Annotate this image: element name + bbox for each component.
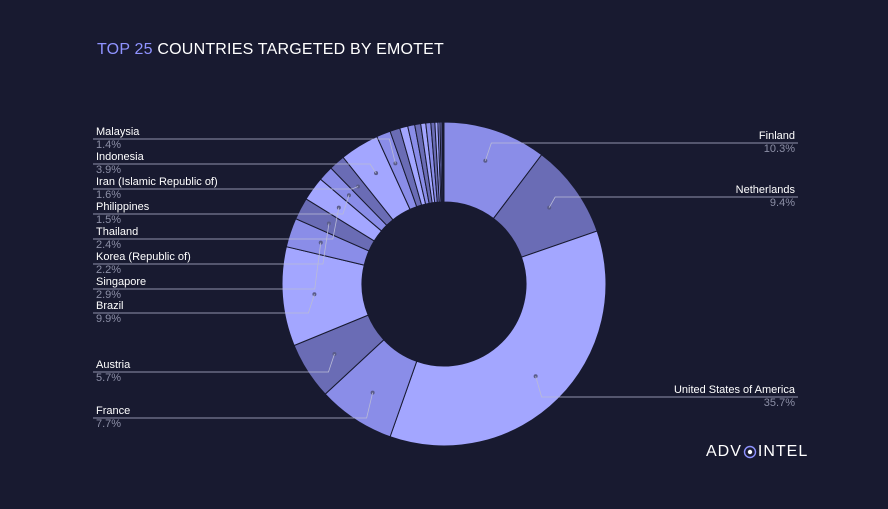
label-name-singapore: Singapore [96, 276, 146, 288]
label-value-france: 7.7% [96, 418, 121, 430]
chart-title-accent: TOP 25 [97, 41, 153, 58]
leader-line-philippines [93, 195, 350, 215]
label-value-united-states-of-america: 35.7% [764, 397, 795, 409]
label-value-netherlands: 9.4% [770, 197, 795, 209]
label-name-france: France [96, 405, 130, 417]
label-name-malaysia: Malaysia [96, 126, 140, 138]
label-value-finland: 10.3% [764, 143, 795, 155]
logo-text-left: ADV [706, 443, 742, 460]
label-value-malaysia: 1.4% [96, 139, 121, 151]
label-value-philippines: 1.5% [96, 214, 121, 226]
label-value-austria: 5.7% [96, 372, 121, 384]
advintel-logo: ADV INTEL [706, 443, 808, 461]
label-name-finland: Finland [759, 130, 795, 142]
leader-line-korea-republic-of [93, 223, 330, 265]
label-name-korea-republic-of: Korea (Republic of) [96, 251, 191, 263]
label-name-netherlands: Netherlands [736, 184, 796, 196]
label-name-thailand: Thailand [96, 226, 138, 238]
logo-text-right: INTEL [757, 443, 809, 460]
leader-line-finland [484, 142, 798, 161]
slice-minor-24[interactable] [442, 121, 445, 203]
leader-line-austria [93, 353, 335, 373]
leader-line-iran-islamic-republic-of [93, 186, 359, 190]
label-value-iran-islamic-republic-of: 1.6% [96, 189, 121, 201]
chart-title: TOP 25 COUNTRIES TARGETED BY EMOTET [97, 41, 444, 59]
label-value-korea-republic-of: 2.2% [96, 264, 121, 276]
label-value-singapore: 2.9% [96, 289, 121, 301]
slice-united-states-of-america[interactable] [389, 230, 607, 447]
leader-lines [93, 138, 798, 419]
label-value-thailand: 2.4% [96, 239, 121, 251]
leader-line-malaysia [93, 138, 396, 164]
leader-line-united-states-of-america [535, 376, 798, 398]
eye-icon [743, 445, 757, 459]
label-name-brazil: Brazil [96, 300, 124, 312]
leader-line-indonesia [93, 163, 377, 174]
label-value-indonesia: 3.9% [96, 164, 121, 176]
label-name-indonesia: Indonesia [96, 151, 145, 163]
donut-slices [281, 121, 607, 447]
label-name-austria: Austria [96, 359, 131, 371]
leader-line-france [93, 392, 374, 419]
label-name-philippines: Philippines [96, 201, 150, 213]
leader-line-netherlands [548, 196, 798, 208]
chart-title-rest: COUNTRIES TARGETED BY EMOTET [152, 41, 444, 58]
leader-line-thailand [93, 207, 340, 240]
label-value-brazil: 9.9% [96, 313, 121, 325]
leader-line-brazil [93, 294, 315, 314]
label-name-united-states-of-america: United States of America [674, 384, 796, 396]
leader-line-singapore [93, 242, 322, 290]
label-name-iran-islamic-republic-of: Iran (Islamic Republic of) [96, 176, 218, 188]
